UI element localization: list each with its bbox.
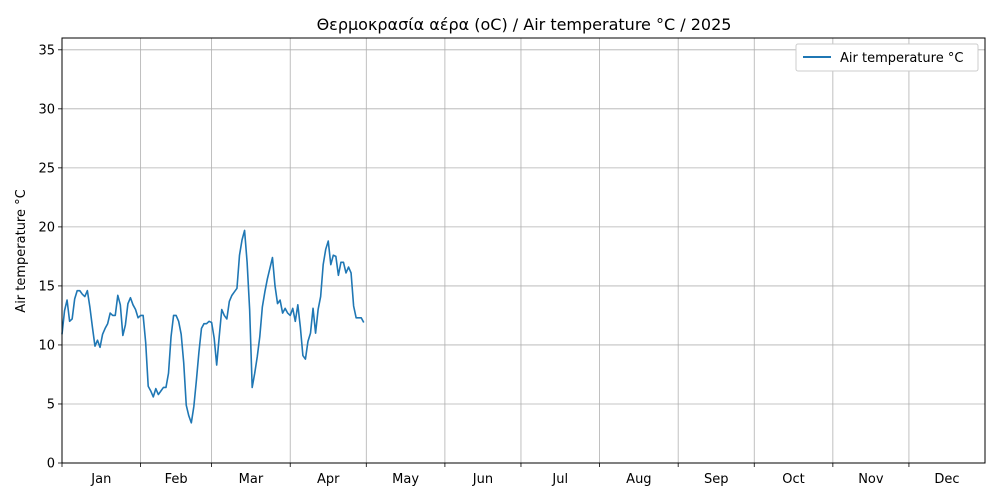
y-axis-label: Air temperature °C [14,189,29,312]
y-tick-label: 30 [38,102,55,117]
legend-box [795,43,979,72]
x-month-label: Aug [626,472,651,487]
x-month-label: Jan [90,472,111,487]
plot-area-frame [61,37,986,464]
x-month-label: Sep [704,472,729,487]
y-tick-label: 5 [47,397,55,412]
y-tick-label: 20 [38,220,55,235]
axes: 0 5 10 15 20 25 30 35 Jan Feb Mar Apr May Jun Jul Aug Se… [38,43,959,487]
grid-lines [61,38,985,464]
data-series [61,229,365,424]
y-tick-label: 15 [38,279,55,294]
x-month-label: Oct [782,472,804,487]
legend: Air temperature °C [795,43,979,72]
y-tick-label: 0 [47,457,55,472]
x-month-label: Dec [934,472,959,487]
x-month-label: Mar [239,472,264,487]
y-tick-label: 25 [38,161,55,176]
chart-title: Θερμοκρασία αέρα (oC) / Air temperature … [317,15,732,34]
y-tick-label: 10 [38,338,55,353]
x-month-label: Nov [858,472,884,487]
legend-label: Air temperature °C [840,51,963,66]
y-tick-label: 35 [38,43,55,58]
x-month-label: May [392,472,419,487]
x-month-label: Jun [472,472,493,487]
x-month-label: Feb [165,472,188,487]
x-month-label: Apr [317,472,340,487]
temperature-line [61,229,365,424]
x-month-label: Jul [551,472,568,487]
